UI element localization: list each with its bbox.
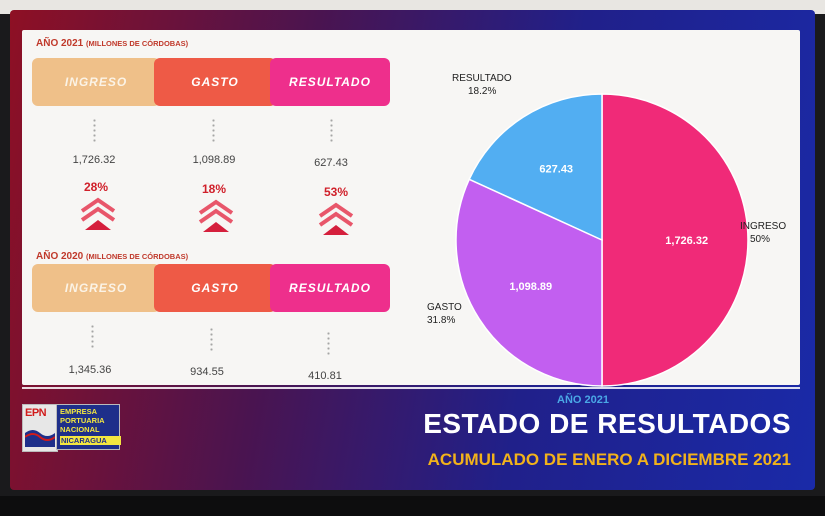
year-2020-label: AÑO 2020 (MILLONES DE CÓRDOBAS) bbox=[36, 251, 189, 262]
year-2021-label: AÑO 2021 (MILLONES DE CÓRDOBAS) bbox=[36, 38, 189, 49]
header-gasto-2020: GASTO bbox=[154, 264, 276, 312]
content-panel: AÑO 2021 (MILLONES DE CÓRDOBAS) INGRESO … bbox=[22, 30, 800, 406]
wave-icon bbox=[25, 430, 55, 447]
epn-logo: EPN EMPRESA PORTUARIA NACIONAL NICARAGUA bbox=[22, 404, 122, 452]
pie-value-resultado: 627.43 bbox=[539, 164, 573, 176]
pie-slice-resultado bbox=[468, 93, 603, 242]
increase-chevron-icon bbox=[318, 202, 354, 235]
pie-label-ingreso: INGRESO 50% bbox=[740, 221, 787, 245]
pie-slice-ingreso bbox=[601, 93, 749, 387]
header-ingreso-2020: INGRESO bbox=[32, 264, 160, 312]
value-gasto-2021: 1,098.89 bbox=[192, 154, 236, 166]
growth-resultado: 53% bbox=[323, 185, 349, 199]
growth-ingreso: 28% bbox=[83, 180, 109, 194]
pie-slice-gasto bbox=[455, 178, 603, 387]
value-resultado-2020: 410.81 bbox=[308, 370, 342, 382]
pie-chart: 1,726.32 1,098.89 627.43 bbox=[455, 93, 749, 387]
monitor-bezel-bottom bbox=[0, 496, 825, 516]
value-ingreso-2021: 1,726.32 bbox=[72, 154, 116, 166]
dotted-connector bbox=[91, 324, 94, 348]
header-gasto-2021: GASTO bbox=[154, 58, 276, 106]
bar-row-2021: INGRESO GASTO RESULTADO bbox=[32, 58, 390, 106]
bar-row-2020: INGRESO GASTO RESULTADO bbox=[32, 264, 390, 312]
pie-value-gasto: 1,098.89 bbox=[509, 281, 552, 293]
dotted-connector bbox=[93, 118, 96, 142]
increase-chevron-icon bbox=[198, 199, 234, 232]
value-ingreso-2020: 1,345.36 bbox=[68, 364, 112, 376]
pie-label-gasto: GASTO 31.8% bbox=[427, 302, 462, 326]
pie-label-resultado: RESULTADO 18.2% bbox=[452, 73, 512, 97]
presentation-slide: AÑO 2021 (MILLONES DE CÓRDOBAS) INGRESO … bbox=[10, 10, 815, 490]
dotted-connector bbox=[327, 331, 330, 355]
dotted-connector bbox=[210, 327, 213, 351]
pie-value-ingreso: 1,726.32 bbox=[665, 235, 708, 247]
logo-name: EMPRESA PORTUARIA NACIONAL NICARAGUA bbox=[56, 404, 121, 450]
logo-badge: EPN bbox=[22, 404, 58, 452]
header-resultado-2021: RESULTADO bbox=[270, 58, 390, 106]
slide-title: ESTADO DE RESULTADOS bbox=[423, 408, 791, 439]
pie-year-label: AÑO 2021 bbox=[557, 394, 609, 406]
slide-subtitle: ACUMULADO DE ENERO A DICIEMBRE 2021 bbox=[427, 450, 791, 469]
dotted-connector bbox=[212, 118, 215, 142]
divider-line bbox=[22, 387, 800, 389]
growth-gasto: 18% bbox=[201, 182, 227, 196]
header-ingreso-2021: INGRESO bbox=[32, 58, 160, 106]
value-gasto-2020: 934.55 bbox=[190, 366, 224, 378]
increase-chevron-icon bbox=[80, 197, 116, 230]
dotted-connector bbox=[330, 118, 333, 142]
value-resultado-2021: 627.43 bbox=[314, 157, 348, 169]
header-resultado-2020: RESULTADO bbox=[270, 264, 390, 312]
